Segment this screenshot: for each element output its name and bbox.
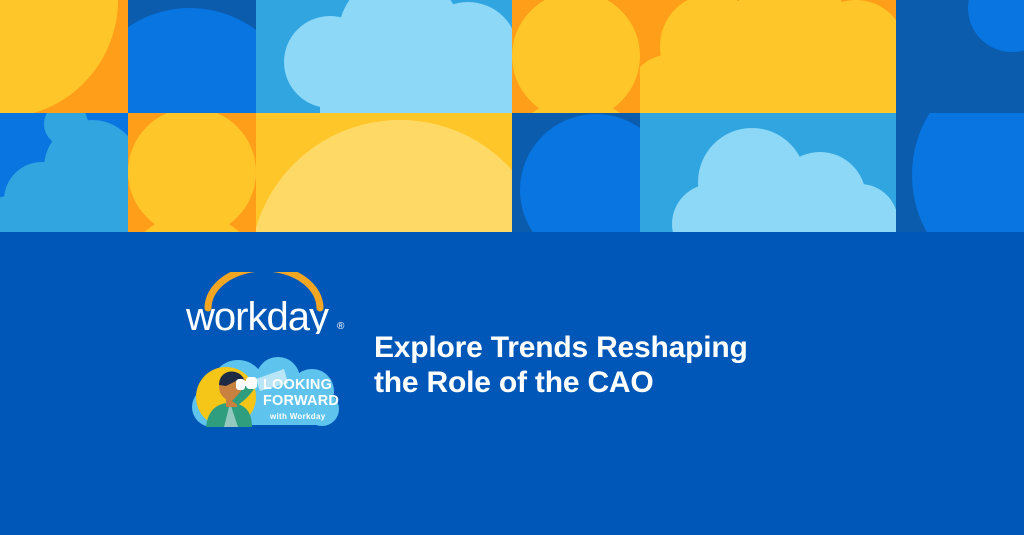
content-panel <box>0 235 1024 535</box>
tile-r1c1 <box>0 0 128 113</box>
looking-forward-badge[interactable]: LOOKING FORWARD with Workday <box>186 357 344 433</box>
badge-line-1: LOOKING <box>263 377 332 393</box>
tile-r1c5 <box>512 0 640 113</box>
tile-r1c67 <box>640 0 896 113</box>
badge-line-3: with Workday <box>269 412 326 421</box>
decorative-cloud-tile-band <box>0 0 1024 235</box>
tile-r2c34 <box>256 113 512 235</box>
tile-r2c67 <box>640 113 896 235</box>
workday-registered-mark: ® <box>337 321 345 332</box>
tile-r2c2 <box>128 113 256 235</box>
badge-person-illustration <box>206 371 257 427</box>
workday-wordmark: workday <box>186 295 329 334</box>
headline-text: Explore Trends Reshaping the Role of the… <box>374 331 748 400</box>
tile-r2c5 <box>512 113 640 235</box>
workday-arc <box>204 272 324 312</box>
tile-r1c34 <box>256 0 512 113</box>
tile-r2c8 <box>896 113 1024 235</box>
badge-light-beam <box>256 369 288 391</box>
badge-binoculars-icon <box>236 377 257 390</box>
workday-logo[interactable]: workday ® <box>186 272 356 334</box>
tile-r2c1 <box>0 113 128 235</box>
badge-line-2: FORWARD <box>263 393 339 409</box>
tile-r1c2 <box>128 0 256 113</box>
tile-r1c8 <box>896 0 1024 113</box>
